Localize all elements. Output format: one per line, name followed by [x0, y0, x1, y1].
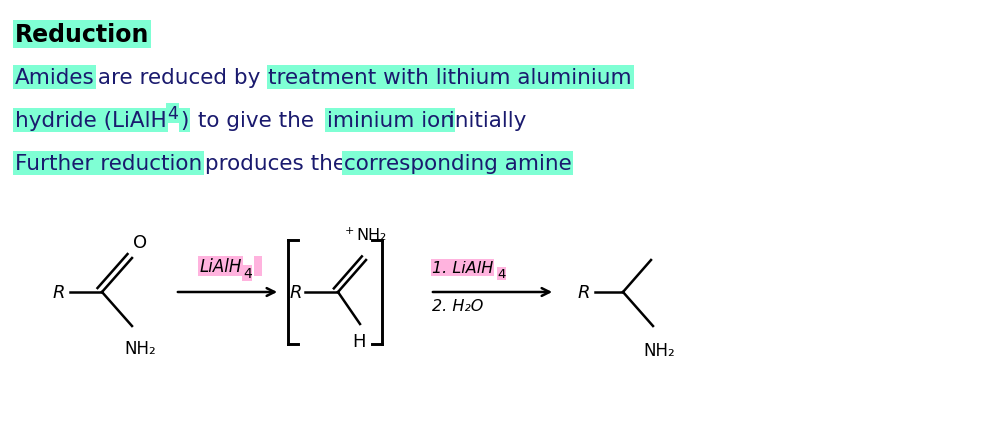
- Text: to give the: to give the: [191, 111, 321, 131]
- Text: O: O: [133, 233, 147, 252]
- Text: Reduction: Reduction: [15, 23, 149, 47]
- Text: 4: 4: [167, 105, 178, 123]
- Text: Further reduction: Further reduction: [15, 154, 202, 174]
- Text: Amides: Amides: [15, 68, 94, 88]
- Text: H: H: [353, 332, 365, 350]
- Text: iminium ion: iminium ion: [327, 111, 454, 131]
- Text: R: R: [577, 283, 590, 301]
- Text: 4: 4: [498, 267, 506, 280]
- Text: 1. LiAlH: 1. LiAlH: [432, 261, 493, 275]
- Text: produces the: produces the: [197, 154, 353, 174]
- Text: NH₂: NH₂: [124, 339, 156, 357]
- Text: are reduced by: are reduced by: [90, 68, 267, 88]
- Text: R: R: [52, 283, 65, 301]
- Text: 2. H₂O: 2. H₂O: [432, 298, 483, 313]
- Text: NH₂: NH₂: [643, 341, 675, 359]
- Text: 4: 4: [243, 266, 251, 280]
- Text: treatment with lithium aluminium: treatment with lithium aluminium: [268, 68, 632, 88]
- Text: corresponding amine: corresponding amine: [344, 154, 572, 174]
- Text: hydride (LiAlH: hydride (LiAlH: [15, 111, 167, 131]
- Text: ): ): [181, 111, 189, 131]
- Text: initially: initially: [442, 111, 526, 131]
- Text: $^+$NH₂: $^+$NH₂: [343, 226, 388, 243]
- Text: R: R: [290, 283, 302, 301]
- Text: LiAlH: LiAlH: [199, 258, 242, 275]
